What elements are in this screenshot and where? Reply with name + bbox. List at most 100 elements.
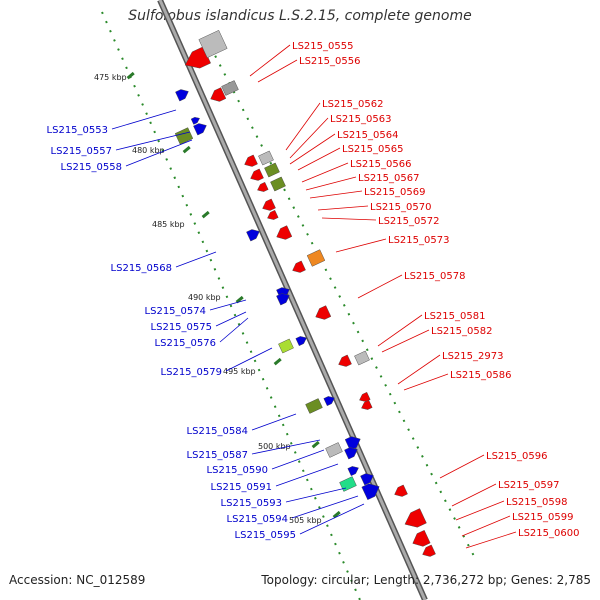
tick-mark bbox=[126, 71, 135, 80]
gene-feature bbox=[250, 168, 264, 181]
tick-marks bbox=[126, 71, 341, 519]
gene-label: LS215_0594 bbox=[227, 514, 288, 525]
gene-feature bbox=[244, 154, 258, 167]
leader-line bbox=[309, 190, 363, 199]
leader-line bbox=[215, 311, 247, 327]
gene-label: LS215_2973 bbox=[442, 351, 503, 362]
gene-feature bbox=[412, 530, 431, 547]
gene-label: LS215_0563 bbox=[330, 114, 391, 125]
tick-label: 475 kbp bbox=[94, 73, 127, 82]
leader-line bbox=[219, 317, 249, 343]
gene-label: LS215_0555 bbox=[292, 41, 353, 52]
gene-label: LS215_0562 bbox=[322, 99, 383, 110]
leader-line bbox=[451, 483, 497, 507]
gene-label: LS215_0564 bbox=[337, 130, 398, 141]
tick-mark bbox=[332, 510, 341, 519]
gene-label: LS215_0581 bbox=[424, 311, 485, 322]
gene-label: LS215_0578 bbox=[404, 271, 465, 282]
gene-feature bbox=[347, 466, 359, 477]
leader-line bbox=[321, 217, 377, 221]
gene-feature bbox=[292, 260, 306, 273]
gene-feature bbox=[264, 162, 280, 178]
leader-line bbox=[317, 205, 369, 211]
gene-label: LS215_0576 bbox=[155, 338, 216, 349]
tick-mark bbox=[182, 145, 191, 154]
gene-label: LS215_0597 bbox=[498, 480, 559, 491]
gene-feature bbox=[344, 447, 358, 460]
gene-label: LS215_0575 bbox=[151, 322, 212, 333]
tick-labels: 475 kbp 480 kbp 485 kbp 490 kbp 495 kbp 500 k… bbox=[94, 73, 322, 525]
leader-line bbox=[115, 131, 191, 151]
gene-label: LS215_0600 bbox=[518, 528, 579, 539]
gene-feature bbox=[338, 354, 352, 367]
gene-label: LS215_0598 bbox=[506, 497, 567, 508]
gene-feature bbox=[295, 336, 307, 347]
gene-label: LS215_0556 bbox=[299, 56, 360, 67]
gene-label: LS215_0591 bbox=[211, 482, 272, 493]
gene-feature bbox=[267, 209, 279, 220]
gene-feature bbox=[258, 150, 274, 166]
gene-label: LS215_0568 bbox=[111, 263, 172, 274]
leader-line bbox=[291, 495, 359, 519]
gene-label: LS215_0590 bbox=[207, 465, 268, 476]
leader-lines bbox=[111, 44, 517, 549]
gene-feature bbox=[276, 225, 293, 240]
gene-feature bbox=[315, 305, 332, 320]
leader-line bbox=[357, 274, 403, 299]
gene-feature bbox=[174, 127, 194, 145]
gene-feature bbox=[270, 176, 286, 192]
gene-label: LS215_0582 bbox=[431, 326, 492, 337]
gene-label: LS215_0570 bbox=[370, 202, 431, 213]
leader-line bbox=[271, 449, 325, 470]
gene-label: LS215_0586 bbox=[450, 370, 511, 381]
leader-line bbox=[275, 463, 339, 487]
leader-line bbox=[455, 500, 505, 521]
gene-feature bbox=[210, 87, 227, 102]
leader-line bbox=[397, 354, 441, 385]
dotted-tracks bbox=[101, 11, 477, 600]
gene-label: LS215_0557 bbox=[51, 146, 112, 157]
gene-feature bbox=[175, 89, 189, 102]
leader-line bbox=[461, 515, 511, 537]
gene-label: LS215_0573 bbox=[388, 235, 449, 246]
accession-text: Accession: NC_012589 bbox=[9, 573, 146, 587]
gene-label: LS215_0574 bbox=[145, 306, 206, 317]
leader-line bbox=[285, 102, 321, 151]
leader-line bbox=[111, 109, 177, 130]
gene-feature bbox=[361, 399, 373, 410]
gene-feature bbox=[276, 293, 290, 306]
gene-feature bbox=[361, 483, 380, 500]
gene-feature bbox=[278, 338, 294, 354]
gene-label: LS215_0599 bbox=[512, 512, 573, 523]
tick-mark bbox=[201, 210, 210, 219]
leader-line bbox=[125, 139, 193, 167]
gene-feature bbox=[262, 198, 276, 211]
gene-feature bbox=[422, 544, 436, 557]
gene-features bbox=[174, 30, 436, 557]
gene-label: LS215_0566 bbox=[350, 159, 411, 170]
leader-line bbox=[285, 487, 347, 503]
leader-line bbox=[335, 238, 387, 253]
gene-feature bbox=[305, 398, 323, 414]
leader-line bbox=[439, 454, 485, 479]
tick-mark bbox=[235, 295, 244, 304]
topology-text: Topology: circular; Length: 2,736,272 bp… bbox=[261, 573, 591, 587]
tick-label: 490 kbp bbox=[188, 293, 221, 302]
gene-feature bbox=[257, 181, 269, 192]
leader-line bbox=[297, 147, 341, 171]
leader-line bbox=[175, 251, 217, 268]
gene-feature bbox=[198, 30, 228, 58]
leader-line bbox=[225, 347, 273, 372]
leader-line bbox=[289, 117, 329, 159]
gene-feature bbox=[354, 350, 370, 366]
gene-label: LS215_0553 bbox=[47, 125, 108, 136]
gene-label: LS215_0579 bbox=[161, 367, 222, 378]
leader-line bbox=[301, 162, 349, 183]
tick-label: 485 kbp bbox=[152, 220, 185, 229]
leader-line bbox=[209, 299, 247, 311]
gene-feature bbox=[190, 117, 200, 125]
leader-line bbox=[465, 531, 517, 549]
gene-feature bbox=[359, 391, 371, 402]
genome-title: Sulfolobus islandicus L.S.2.15, complete… bbox=[128, 8, 472, 24]
